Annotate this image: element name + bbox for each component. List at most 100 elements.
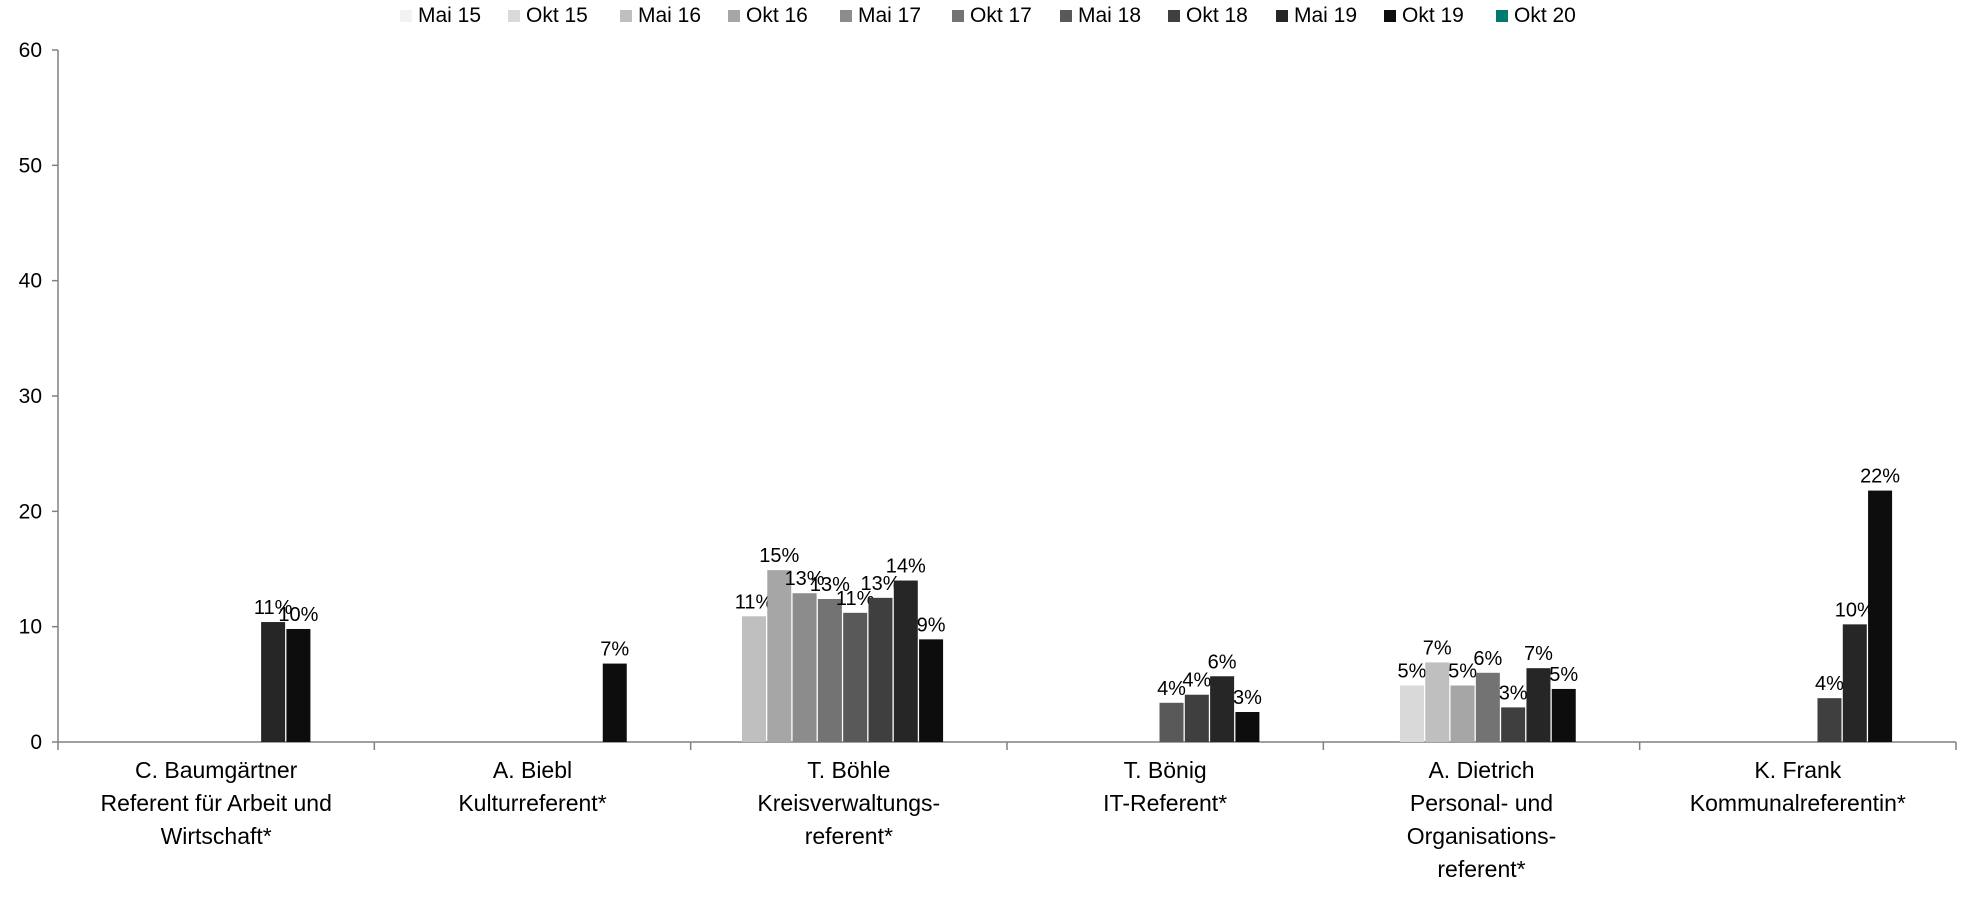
bar bbox=[1235, 712, 1260, 742]
bar bbox=[1817, 698, 1842, 742]
data-label: 3% bbox=[1499, 682, 1528, 704]
bar bbox=[741, 616, 766, 742]
data-label: 3% bbox=[1233, 687, 1262, 709]
legend: Mai 15 Okt 15 Mai 16 Okt 16 Mai 17 Okt 17 Mai … bbox=[0, 4, 1964, 34]
y-tick-label: 50 bbox=[19, 154, 42, 177]
category-label: referent* bbox=[1437, 856, 1525, 882]
legend-label: Mai 15 bbox=[418, 4, 482, 27]
data-label: 15% bbox=[759, 545, 799, 567]
bar bbox=[868, 597, 893, 742]
legend-item: Mai 16 bbox=[620, 4, 701, 28]
legend-item: Mai 17 bbox=[840, 4, 921, 28]
bar bbox=[1159, 702, 1184, 742]
category-label: Wirtschaft* bbox=[161, 823, 272, 849]
legend-item: Mai 18 bbox=[1060, 4, 1141, 28]
y-tick-label: 40 bbox=[19, 270, 42, 293]
data-label: 5% bbox=[1448, 660, 1477, 682]
bar bbox=[817, 598, 842, 742]
data-label: 5% bbox=[1549, 664, 1578, 686]
category-label: IT-Referent* bbox=[1103, 790, 1227, 816]
legend-swatch bbox=[1496, 10, 1508, 22]
category-label: Organisations- bbox=[1407, 823, 1557, 849]
data-label: 7% bbox=[600, 639, 629, 661]
y-tick-label: 10 bbox=[19, 616, 42, 639]
legend-item: Okt 17 bbox=[952, 4, 1032, 28]
bar bbox=[1842, 624, 1867, 742]
data-label: 14% bbox=[886, 556, 926, 578]
legend-label: Mai 17 bbox=[858, 4, 922, 27]
data-label: 13% bbox=[860, 573, 900, 595]
data-label: 10% bbox=[1835, 599, 1875, 621]
legend-label: Okt 18 bbox=[1186, 4, 1248, 27]
legend-swatch bbox=[728, 10, 740, 22]
legend-item: Mai 15 bbox=[400, 4, 481, 28]
legend-label: Okt 20 bbox=[1514, 4, 1576, 27]
legend-swatch bbox=[508, 10, 520, 22]
legend-label: Mai 18 bbox=[1078, 4, 1142, 27]
category-label: T. Böhle bbox=[807, 757, 890, 783]
legend-item: Okt 19 bbox=[1384, 4, 1464, 28]
legend-item: Okt 18 bbox=[1168, 4, 1248, 28]
data-label: 5% bbox=[1397, 660, 1426, 682]
bar bbox=[1526, 668, 1551, 742]
category-label: Kommunalreferentin* bbox=[1690, 790, 1906, 816]
data-label: 11% bbox=[735, 591, 774, 613]
bar bbox=[792, 593, 817, 742]
bar bbox=[893, 580, 918, 742]
category-label: A. Dietrich bbox=[1428, 757, 1534, 783]
legend-label: Mai 19 bbox=[1294, 4, 1358, 27]
data-label: 13% bbox=[810, 574, 850, 596]
bar bbox=[767, 570, 792, 742]
category-label: Kreisverwaltungs- bbox=[757, 790, 940, 816]
data-label: 6% bbox=[1208, 651, 1237, 673]
data-label: 11% bbox=[254, 597, 293, 619]
data-label: 4% bbox=[1182, 670, 1211, 692]
category-label: T. Bönig bbox=[1124, 757, 1207, 783]
category-label: A. Biebl bbox=[493, 757, 572, 783]
legend-label: Okt 15 bbox=[526, 4, 588, 27]
legend-swatch bbox=[400, 10, 412, 22]
category-label: Referent für Arbeit und bbox=[100, 790, 331, 816]
data-label: 4% bbox=[1815, 673, 1844, 695]
legend-label: Mai 16 bbox=[638, 4, 702, 27]
bar bbox=[1868, 490, 1893, 742]
data-label: 7% bbox=[1423, 637, 1452, 659]
data-label: 7% bbox=[1524, 643, 1553, 665]
y-tick-label: 60 bbox=[19, 39, 42, 62]
legend-item: Mai 19 bbox=[1276, 4, 1357, 28]
category-label: C. Baumgärtner bbox=[135, 757, 298, 783]
legend-label: Okt 19 bbox=[1402, 4, 1464, 27]
y-tick-label: 0 bbox=[30, 731, 42, 754]
data-label: 4% bbox=[1157, 678, 1186, 700]
y-tick-label: 20 bbox=[19, 500, 42, 523]
bar bbox=[602, 663, 627, 742]
bar bbox=[286, 628, 311, 742]
bar bbox=[1551, 688, 1576, 742]
legend-swatch bbox=[620, 10, 632, 22]
data-label: 22% bbox=[1860, 466, 1900, 488]
bar bbox=[1450, 685, 1475, 742]
bar bbox=[1501, 707, 1526, 742]
legend-item: Okt 16 bbox=[728, 4, 808, 28]
legend-swatch bbox=[1168, 10, 1180, 22]
bar bbox=[843, 612, 868, 742]
legend-item: Okt 20 bbox=[1496, 4, 1576, 28]
category-label: K. Frank bbox=[1754, 757, 1841, 783]
legend-swatch bbox=[1384, 10, 1396, 22]
legend-swatch bbox=[840, 10, 852, 22]
data-label: 9% bbox=[917, 614, 946, 636]
data-label: 13% bbox=[785, 568, 825, 590]
legend-swatch bbox=[952, 10, 964, 22]
bar bbox=[1399, 685, 1424, 742]
bar bbox=[919, 639, 944, 742]
legend-item: Okt 15 bbox=[508, 4, 588, 28]
legend-label: Okt 16 bbox=[746, 4, 808, 27]
bar bbox=[261, 622, 286, 742]
bar bbox=[1475, 672, 1500, 742]
bar bbox=[1210, 676, 1235, 742]
legend-label: Okt 17 bbox=[970, 4, 1032, 27]
bar bbox=[1425, 662, 1450, 742]
y-tick-label: 30 bbox=[19, 385, 42, 408]
